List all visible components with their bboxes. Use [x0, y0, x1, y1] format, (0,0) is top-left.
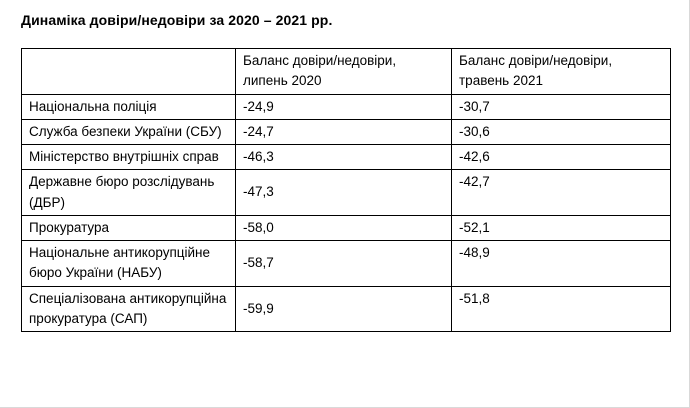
balance-jul-2020-cell: -47,3	[235, 169, 452, 216]
institution-cell: Міністерство внутрішніх справ	[21, 143, 236, 171]
institution-cell: Державне бюро розслідувань (ДБР)	[21, 169, 236, 216]
balance-jul-2020-cell: -59,9	[235, 285, 452, 332]
balance-jul-2020-cell: -24,9	[235, 93, 452, 120]
balance-jul-2020-cell: -58,0	[235, 214, 452, 242]
institution-cell: Прокуратура	[21, 214, 236, 242]
table-row: Національна поліція -24,9 -30,7	[21, 93, 671, 120]
balance-may-2021-cell: -42,6	[451, 143, 671, 171]
institution-cell: Національна поліція	[21, 93, 236, 120]
balance-may-2021-cell: -30,6	[451, 118, 671, 146]
balance-may-2021-cell: -48,9	[451, 240, 671, 287]
balance-may-2021-cell: -30,7	[451, 93, 671, 120]
page-title: Динаміка довіри/недовіри за 2020 – 2021 …	[21, 12, 333, 28]
balance-jul-2020-cell: -24,7	[235, 118, 452, 146]
institution-cell: Спеціалізована антикорупційна прокуратур…	[21, 285, 236, 332]
balance-may-2021-cell: -52,1	[451, 214, 671, 242]
header-balance-may-2021: Баланс довіри/недовіри, травень 2021	[451, 48, 671, 95]
table-header-row: Баланс довіри/недовіри, липень 2020 Бала…	[21, 48, 671, 95]
table-row: Спеціалізована антикорупційна прокуратур…	[21, 285, 671, 332]
balance-may-2021-cell: -51,8	[451, 285, 671, 332]
header-institution	[21, 48, 236, 95]
table-row: Прокуратура -58,0 -52,1	[21, 214, 671, 242]
balance-jul-2020-cell: -58,7	[235, 240, 452, 287]
balance-jul-2020-cell: -46,3	[235, 143, 452, 171]
table-body: Національна поліція -24,9 -30,7 Служба безп…	[21, 93, 671, 332]
table-row: Державне бюро розслідувань (ДБР) -47,3 -42…	[21, 169, 671, 216]
institution-cell: Служба безпеки України (СБУ)	[21, 118, 236, 146]
balance-may-2021-cell: -42,7	[451, 169, 671, 216]
institution-cell: Національне антикорупційне бюро України …	[21, 240, 236, 287]
table-row: Служба безпеки України (СБУ) -24,7 -30,6	[21, 118, 671, 146]
trust-balance-table: Баланс довіри/недовіри, липень 2020 Бала…	[21, 48, 671, 332]
table-row: Національне антикорупційне бюро України …	[21, 240, 671, 287]
header-balance-jul-2020: Баланс довіри/недовіри, липень 2020	[235, 48, 452, 95]
table-row: Міністерство внутрішніх справ -46,3 -42,6	[21, 143, 671, 171]
